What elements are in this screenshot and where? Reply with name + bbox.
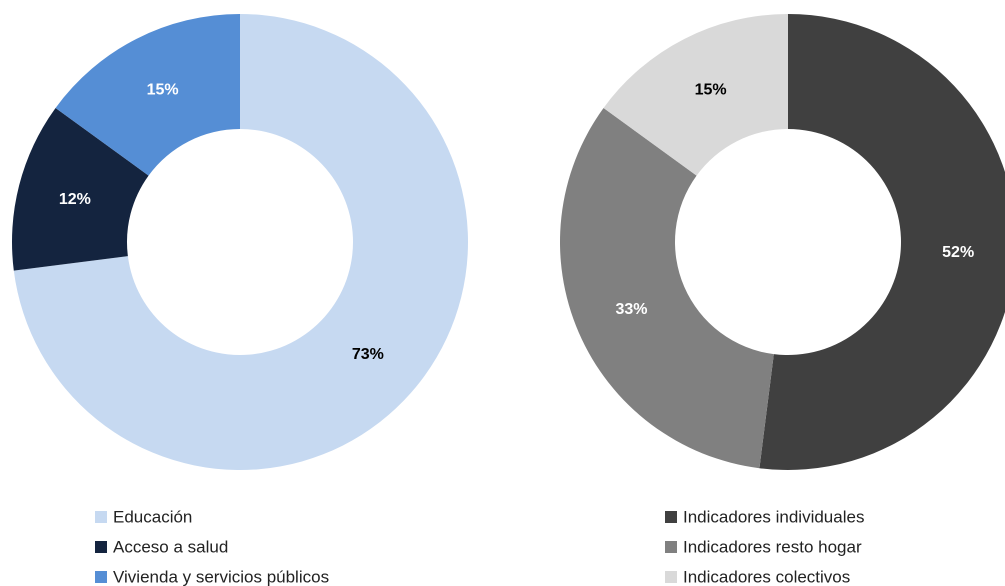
slice (12, 107, 149, 271)
legend-swatch (665, 571, 677, 583)
legend-swatch (95, 511, 107, 523)
slice (55, 14, 240, 176)
legend-label: Indicadores resto hogar (683, 537, 862, 556)
data-label: 15% (147, 81, 179, 98)
data-label: 73% (352, 346, 384, 363)
legend-label: Educación (113, 507, 192, 526)
data-label: 52% (942, 244, 974, 261)
legend-label: Acceso a salud (113, 537, 228, 556)
legend-swatch (665, 511, 677, 523)
legend-swatch (95, 571, 107, 583)
legend-swatch (95, 541, 107, 553)
data-label: 15% (695, 81, 727, 98)
slice (559, 107, 774, 469)
data-label: 12% (59, 191, 91, 208)
slice (759, 14, 1005, 470)
data-label: 33% (616, 301, 648, 318)
slice (603, 14, 788, 176)
legend-label: Indicadores colectivos (683, 567, 850, 586)
legend-label: Indicadores individuales (683, 507, 864, 526)
legend-label: Vivienda y servicios públicos (113, 567, 329, 586)
slice (13, 14, 469, 470)
legend-swatch (665, 541, 677, 553)
